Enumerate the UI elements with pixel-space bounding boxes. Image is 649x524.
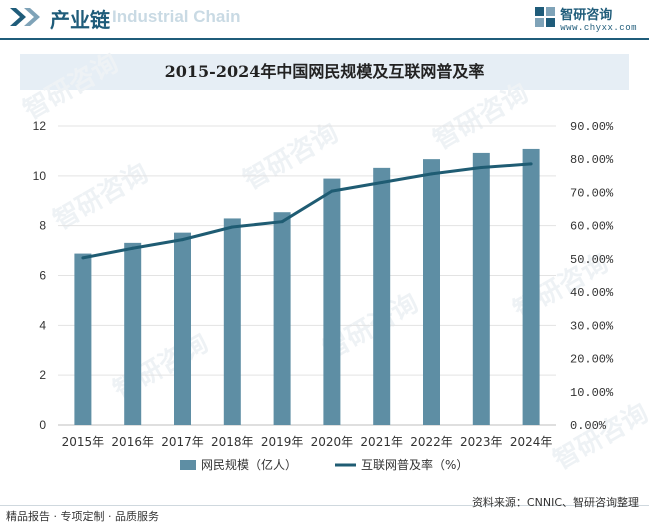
bar bbox=[223, 218, 241, 425]
chain-arrows-icon bbox=[10, 8, 40, 26]
line-point bbox=[280, 220, 284, 224]
left-axis-tick-label: 12 bbox=[33, 119, 47, 133]
legend-swatch-bar bbox=[180, 460, 196, 470]
line-point bbox=[131, 246, 135, 250]
bar bbox=[323, 178, 341, 425]
left-axis-tick-label: 6 bbox=[39, 269, 46, 283]
bar bbox=[472, 152, 490, 425]
watermark-text: 智研咨询 bbox=[48, 157, 154, 236]
line-point bbox=[330, 189, 334, 193]
x-axis-tick-label: 2019年 bbox=[261, 435, 304, 449]
brand-logo-icon bbox=[535, 7, 556, 27]
watermark-text: 智研咨询 bbox=[548, 397, 649, 476]
legend-label-line: 互联网普及率（%） bbox=[361, 457, 468, 472]
right-axis-tick-label: 10.00% bbox=[570, 386, 614, 400]
left-axis-tick-label: 2 bbox=[39, 368, 46, 382]
footer-divider bbox=[0, 505, 649, 506]
watermark-text: 智研咨询 bbox=[428, 77, 534, 156]
rate-line bbox=[82, 162, 532, 260]
x-axis-tick-label: 2023年 bbox=[460, 435, 503, 449]
brand-block: 智研咨询 www.chyxx.com bbox=[535, 4, 637, 33]
line-point bbox=[81, 256, 85, 260]
x-axis-tick-label: 2015年 bbox=[62, 435, 105, 449]
x-axis-tick-label: 2018年 bbox=[211, 435, 254, 449]
right-axis-tick-label: 70.00% bbox=[570, 186, 614, 200]
bar bbox=[522, 148, 540, 425]
bar bbox=[373, 167, 391, 426]
brand-url[interactable]: www.chyxx.com bbox=[560, 23, 637, 33]
right-axis-tick-label: 30.00% bbox=[570, 319, 614, 333]
right-axis-tick-label: 0.00% bbox=[570, 419, 607, 433]
right-axis-tick-label: 20.00% bbox=[570, 353, 614, 367]
right-axis-tick-label: 50.00% bbox=[570, 253, 614, 267]
bar bbox=[124, 242, 142, 425]
right-axis-tick-label: 90.00% bbox=[570, 120, 614, 134]
line-point bbox=[529, 162, 533, 166]
x-axis-tick-label: 2024年 bbox=[510, 435, 553, 449]
left-axis-tick-label: 4 bbox=[39, 318, 46, 332]
x-axis-tick-label: 2021年 bbox=[360, 435, 403, 449]
right-axis-tick-label: 60.00% bbox=[570, 220, 614, 234]
bar bbox=[423, 159, 440, 425]
line-point bbox=[380, 180, 384, 184]
x-axis-tick-label: 2022年 bbox=[410, 435, 453, 449]
watermark-text: 智研咨询 bbox=[18, 47, 124, 126]
bar bbox=[74, 253, 92, 425]
x-axis-tick-label: 2016年 bbox=[111, 435, 154, 449]
legend-label-bar: 网民规模（亿人） bbox=[201, 457, 297, 472]
x-axis-tick-label: 2017年 bbox=[161, 435, 204, 449]
brand-name: 智研咨询 bbox=[560, 8, 613, 23]
header-bar: 产业链 Industrial Chain 智研咨询 www.chyxx.com bbox=[0, 0, 649, 38]
section-title: 产业链 bbox=[50, 8, 110, 32]
left-axis-tick-label: 8 bbox=[39, 219, 46, 233]
bar bbox=[273, 212, 291, 425]
right-axis-tick-label: 40.00% bbox=[570, 286, 614, 300]
right-axis-tick-label: 80.00% bbox=[570, 153, 614, 167]
chart-title-box: 2015-2024年中国网民规模及互联网普及率 bbox=[20, 54, 629, 90]
chart-title: 2015-2024年中国网民规模及互联网普及率 bbox=[164, 62, 485, 81]
header-divider bbox=[0, 38, 649, 40]
line-point bbox=[479, 166, 483, 170]
line-point bbox=[230, 225, 234, 229]
source-note: 资料来源：CNNIC、智研咨询整理 bbox=[471, 496, 639, 509]
left-axis-tick-label: 0 bbox=[39, 418, 46, 432]
section-subtitle: Industrial Chain bbox=[112, 7, 241, 26]
footer-slogan: 精品报告 · 专项定制 · 品质服务 bbox=[6, 510, 159, 523]
line-point bbox=[430, 172, 433, 176]
left-axis-tick-label: 10 bbox=[33, 169, 47, 183]
bar bbox=[174, 232, 191, 425]
line-point bbox=[181, 238, 184, 242]
watermark-text: 智研咨询 bbox=[108, 327, 214, 406]
x-axis-tick-label: 2020年 bbox=[311, 435, 354, 449]
